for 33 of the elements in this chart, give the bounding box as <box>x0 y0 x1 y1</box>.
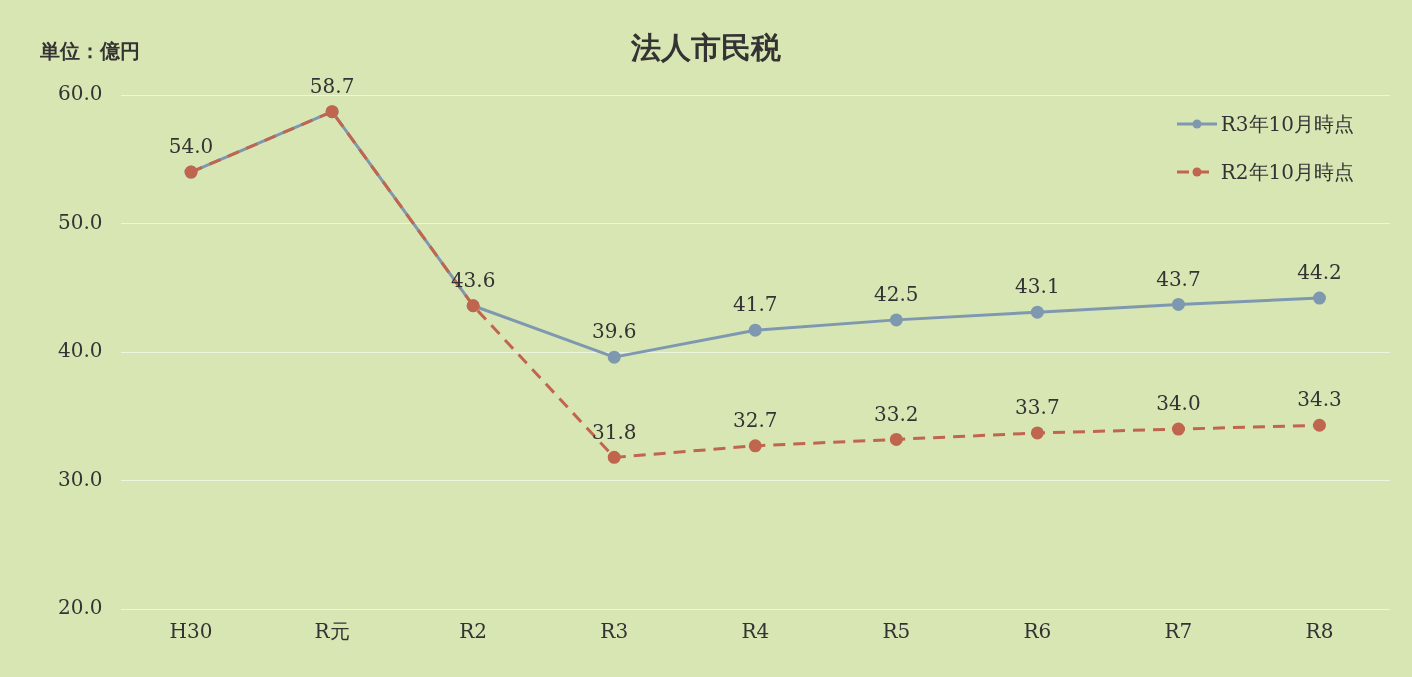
data-label: 32.7 <box>733 408 778 433</box>
data-label: 58.7 <box>309 73 355 98</box>
legend-label: R2年10月時点 <box>1220 158 1354 186</box>
y-tick-label: 20.0 <box>58 595 103 620</box>
data-label: 54.0 <box>168 134 214 159</box>
data-label: 43.1 <box>1015 274 1060 299</box>
data-label: 42.5 <box>874 282 919 307</box>
data-label: 43.7 <box>1156 266 1201 291</box>
x-tick-label: R8 <box>1305 619 1334 644</box>
data-label: 44.2 <box>1297 260 1342 285</box>
x-tick-label: R7 <box>1164 619 1193 644</box>
x-tick-label: R2 <box>459 619 488 644</box>
data-label: 33.7 <box>1015 395 1060 420</box>
data-label: 31.8 <box>591 419 637 444</box>
legend-label: R3年10月時点 <box>1220 110 1354 138</box>
y-tick-label: 30.0 <box>58 466 103 491</box>
x-tick-label: R6 <box>1023 619 1052 644</box>
chart-title: 法人市民税 <box>631 30 781 65</box>
data-label: 34.3 <box>1297 387 1342 412</box>
y-tick-label: 60.0 <box>58 81 103 106</box>
y-tick-label: 40.0 <box>58 338 103 363</box>
x-tick-label: R3 <box>600 619 629 644</box>
text: 単位：億円 <box>40 38 140 65</box>
data-label: 41.7 <box>733 292 778 317</box>
x-tick-label: H30 <box>169 619 213 644</box>
data-label: 33.2 <box>874 401 919 426</box>
data-label: 34.0 <box>1156 391 1201 416</box>
x-tick-label: R元 <box>314 619 350 644</box>
data-label: 39.6 <box>591 319 637 344</box>
x-tick-label: R4 <box>741 619 770 644</box>
y-tick-label: 50.0 <box>58 209 103 234</box>
data-label: 43.6 <box>450 267 496 292</box>
x-tick-label: R5 <box>882 619 911 644</box>
